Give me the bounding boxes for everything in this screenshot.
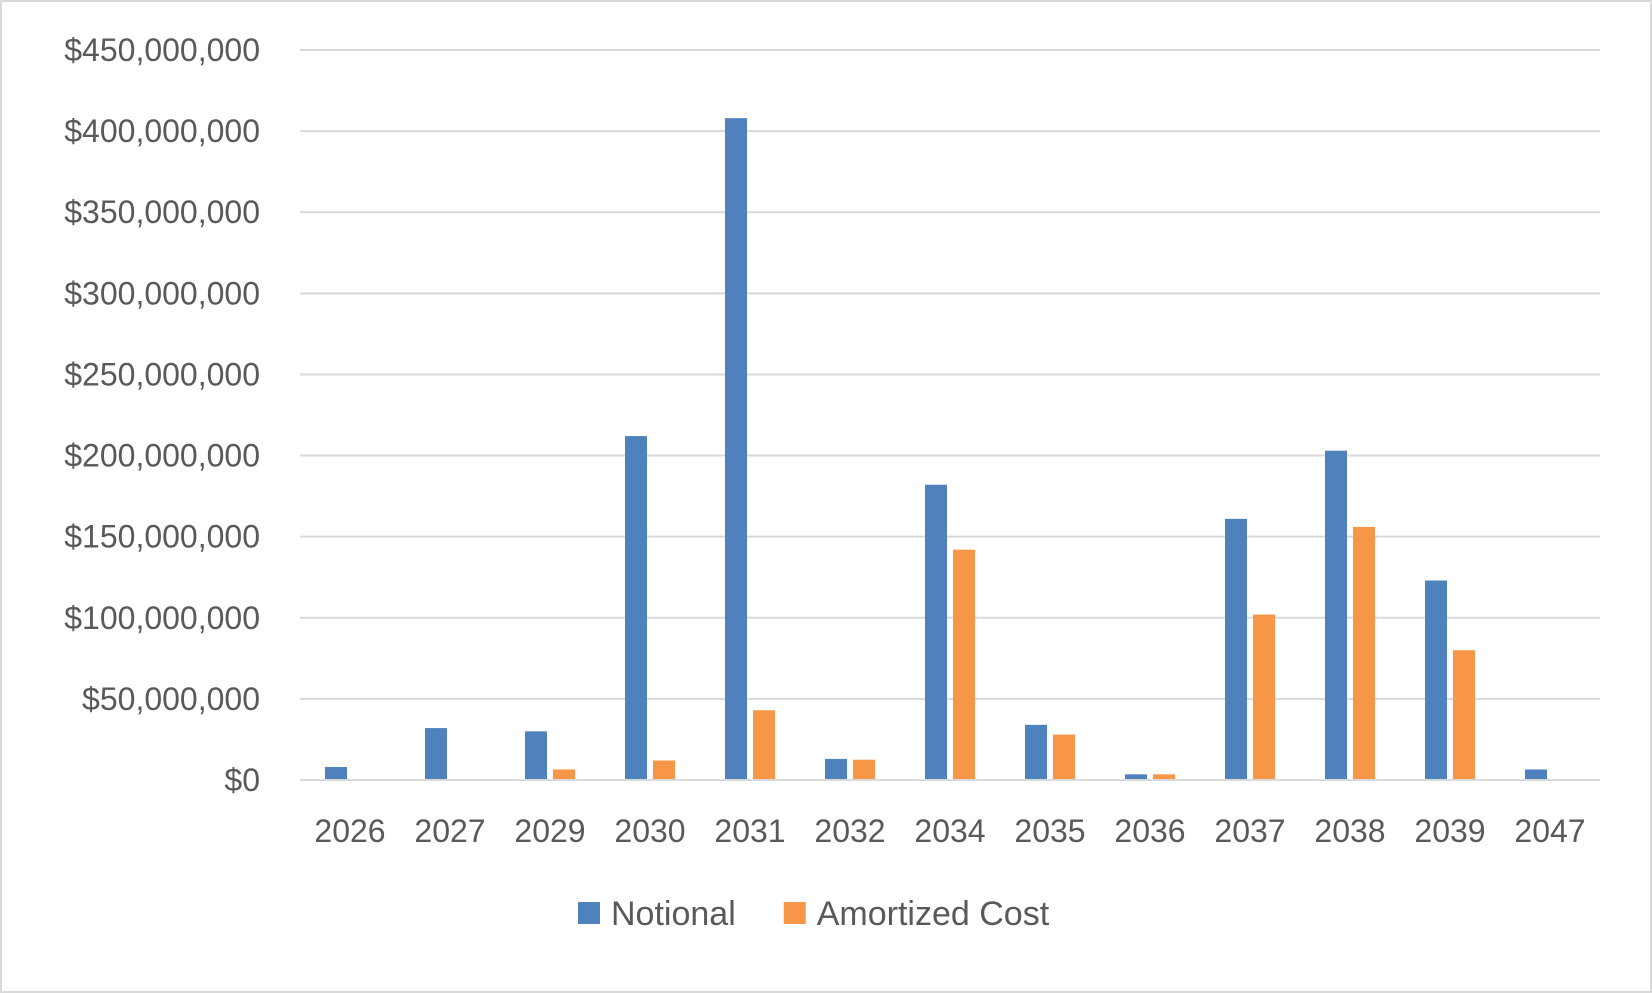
legend-label: Amortized Cost <box>817 895 1050 933</box>
y-axis-ticks: $0 $50,000,000 $100,000,000 $150,000,000 $20… <box>64 32 260 798</box>
bar-amortized-cost <box>953 549 975 780</box>
x-tick-label: 2030 <box>614 813 685 849</box>
legend-label: Notional <box>611 895 736 933</box>
bar-notional <box>425 728 447 780</box>
bar-notional <box>525 731 547 780</box>
x-tick-label: 2032 <box>814 813 885 849</box>
x-tick-label: 2038 <box>1314 813 1385 849</box>
bar-amortized-cost <box>853 759 875 780</box>
x-tick-label: 2036 <box>1114 813 1185 849</box>
gridlines <box>300 49 1600 700</box>
bar-notional <box>1125 774 1147 780</box>
x-tick-label: 2034 <box>914 813 985 849</box>
bar-amortized-cost <box>1253 614 1275 780</box>
y-tick-label: $250,000,000 <box>64 356 260 392</box>
y-tick-label: $50,000,000 <box>82 681 260 717</box>
x-tick-label: 2037 <box>1214 813 1285 849</box>
bar-amortized-cost <box>1153 774 1175 780</box>
bar-notional <box>1225 518 1247 780</box>
y-tick-label: $300,000,000 <box>64 275 260 311</box>
bar-amortized-cost <box>1353 526 1375 780</box>
y-tick-label: $200,000,000 <box>64 438 260 474</box>
legend: Notional Amortized Cost <box>578 895 1050 933</box>
bar-notional <box>1525 769 1547 780</box>
y-tick-label: $450,000,000 <box>64 32 260 68</box>
bar-amortized-cost <box>1453 650 1475 780</box>
bar-amortized-cost <box>553 769 575 780</box>
bar-amortized-cost <box>1053 734 1075 780</box>
x-tick-label: 2027 <box>414 813 485 849</box>
legend-swatch <box>578 902 600 924</box>
y-tick-label: $100,000,000 <box>64 600 260 636</box>
x-axis-ticks: 2026 2027 2029 2030 2031 2032 2034 2035 2036 2037… <box>314 813 1585 849</box>
bars <box>325 118 1547 781</box>
y-tick-label: $350,000,000 <box>64 194 260 230</box>
x-tick-label: 2035 <box>1014 813 1085 849</box>
x-tick-label: 2029 <box>514 813 585 849</box>
bar-amortized-cost <box>653 760 675 780</box>
y-tick-label: $400,000,000 <box>64 113 260 149</box>
bar-notional <box>1325 450 1347 780</box>
bar-notional <box>1025 724 1047 780</box>
bar-notional <box>825 758 847 780</box>
y-tick-label: $150,000,000 <box>64 519 260 555</box>
bar-notional <box>925 484 947 780</box>
bar-notional <box>625 436 647 780</box>
x-tick-label: 2026 <box>314 813 385 849</box>
legend-swatch <box>783 902 806 924</box>
bar-notional <box>325 767 347 780</box>
bar-amortized-cost <box>753 710 775 780</box>
x-tick-label: 2039 <box>1414 813 1485 849</box>
x-tick-label: 2047 <box>1514 813 1585 849</box>
bar-notional <box>1425 580 1447 780</box>
bar-notional <box>725 118 747 781</box>
y-tick-label: $0 <box>224 762 260 798</box>
x-tick-label: 2031 <box>714 813 785 849</box>
